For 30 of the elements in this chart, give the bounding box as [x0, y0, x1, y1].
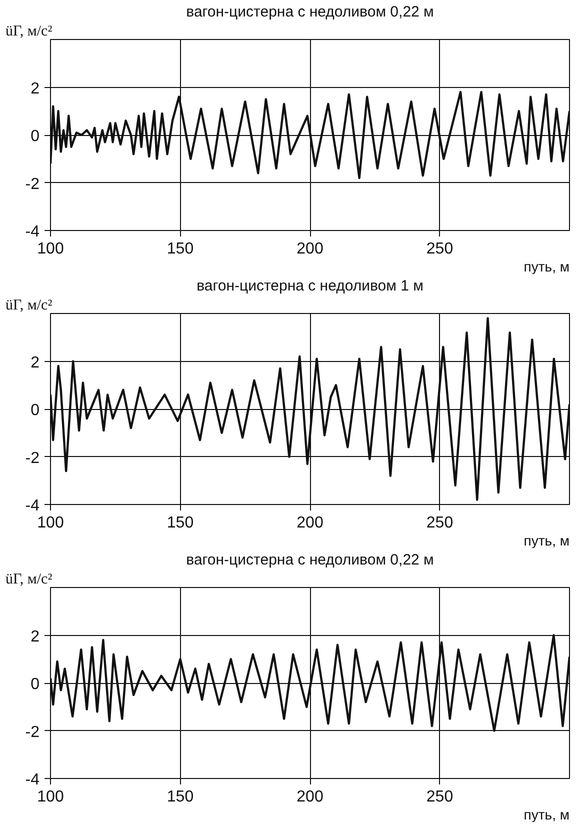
x-tick-label: 150: [166, 240, 194, 258]
x-tick-label: 100: [37, 514, 64, 532]
x-tick-label: 100: [37, 788, 64, 806]
x-tick-label: 250: [426, 788, 454, 806]
y-tick-label: -2: [25, 450, 40, 467]
x-tick-label: 250: [426, 240, 454, 258]
chart-title: вагон-цистерна с недоливом 0,22 м: [186, 4, 434, 20]
y-tick-label: -4: [25, 772, 40, 788]
chart-title: вагон-цистерна с недоливом 0,22 м: [186, 552, 434, 568]
y-tick-label: 2: [30, 354, 40, 372]
x-tick-label: 150: [166, 514, 194, 532]
x-tick-label: 200: [296, 514, 324, 532]
y-tick-label: 0: [30, 676, 40, 693]
y-axis-title: üΓ, м/с²: [6, 572, 53, 588]
y-tick-label: 2: [30, 80, 40, 98]
x-tick-label: 200: [296, 788, 324, 806]
x-tick-label: 250: [426, 514, 454, 532]
x-tick-label: 100: [37, 240, 64, 258]
y-tick-label: 2: [30, 628, 40, 646]
chart-title: вагон-цистерна с недоливом 1 м: [196, 278, 424, 294]
y-tick-label: -4: [25, 224, 40, 240]
y-tick-label: -2: [25, 176, 40, 193]
y-axis-title: üΓ, м/с²: [6, 298, 53, 314]
x-tick-label: 200: [296, 240, 324, 258]
y-tick-label: -4: [25, 498, 40, 514]
y-tick-label: -2: [25, 724, 40, 741]
y-tick-label: 0: [30, 402, 40, 419]
y-axis-title: üΓ, м/с²: [6, 24, 53, 40]
y-tick-label: 0: [30, 128, 40, 145]
x-tick-label: 150: [166, 788, 194, 806]
